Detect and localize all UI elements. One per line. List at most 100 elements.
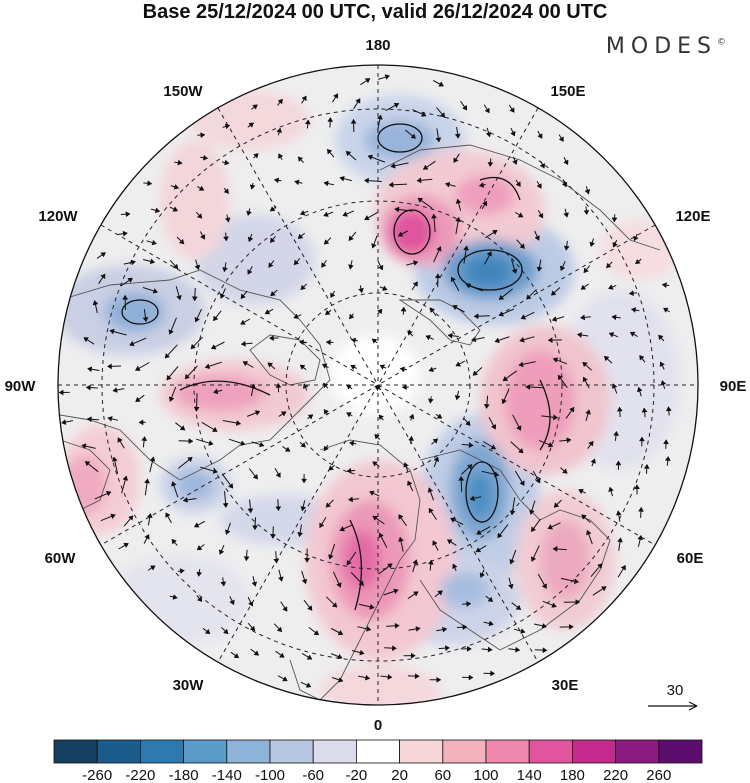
wind-arrow-head xyxy=(573,578,580,585)
contour xyxy=(539,379,551,451)
wind-arrow-head xyxy=(165,512,171,518)
wind-arrow-head xyxy=(486,251,492,257)
wind-arrow-head xyxy=(240,293,246,299)
logo-mark: © xyxy=(717,37,726,48)
anomaly-region xyxy=(320,665,440,705)
wind-arrow-head xyxy=(407,480,413,487)
wind-arrow-head xyxy=(510,130,516,137)
wind-arrow-head xyxy=(452,563,458,570)
wind-arrow-head xyxy=(297,233,304,239)
wind-arrow-head xyxy=(284,446,291,452)
wind-arrow-head xyxy=(551,290,557,296)
wind-arrow-head xyxy=(439,112,446,118)
wind-arrow-head xyxy=(130,259,136,266)
wind-arrow-head xyxy=(422,164,429,170)
wind-arrow-head xyxy=(243,556,250,562)
wind-arrow-head xyxy=(379,364,386,370)
wind-arrow-head xyxy=(233,652,240,659)
wind-arrow-head xyxy=(611,217,618,223)
wind-arrow-head xyxy=(589,241,596,247)
wind-arrow-head xyxy=(249,625,256,632)
anomaly-core xyxy=(540,520,590,600)
wind-arrow-head xyxy=(224,529,231,535)
wind-arrow-head xyxy=(92,300,99,306)
wind-arrow-head xyxy=(171,481,177,487)
wind-arrow-head xyxy=(578,488,584,495)
wind-arrow-head xyxy=(377,114,383,120)
wind-arrow-head xyxy=(538,212,544,219)
wind-arrow-head xyxy=(519,243,525,249)
anomaly-core xyxy=(177,471,213,499)
wind-arrow-head xyxy=(630,307,637,313)
wind-arrow-head xyxy=(321,262,327,268)
wind-arrow-head xyxy=(240,440,246,446)
wind-arrow-head xyxy=(581,514,587,520)
wind-arrow-head xyxy=(304,558,311,563)
wind-arrow-head xyxy=(387,673,393,680)
wind-arrow-head xyxy=(224,217,231,223)
wind-arrow-head xyxy=(437,590,443,596)
colorbar-label: 260 xyxy=(646,767,671,783)
meridian-label-90e: 90E xyxy=(720,378,747,395)
wind-arrow-head xyxy=(484,107,490,114)
wind-arrow-head xyxy=(254,410,261,416)
wind-arrow-head xyxy=(585,529,592,536)
wind-arrow-head xyxy=(332,93,339,99)
wind-arrow-head xyxy=(306,654,313,660)
wind-arrow-head xyxy=(109,328,115,335)
wind-arrow-head xyxy=(293,313,299,319)
wind-arrow-head xyxy=(638,436,645,442)
wind-arrow-head xyxy=(112,387,118,393)
wind-arrow-head xyxy=(487,162,494,167)
wind-arrow-head xyxy=(390,162,396,169)
wind-arrow-head xyxy=(387,563,393,569)
wind-arrow-head xyxy=(590,458,596,464)
wind-arrow-head xyxy=(462,624,468,631)
wind-arrow-head xyxy=(204,363,211,370)
wind-arrow-head xyxy=(212,468,218,474)
wind-arrow-head xyxy=(530,556,537,562)
wind-arrow-head xyxy=(122,230,128,237)
wind-arrow-head xyxy=(172,263,179,270)
wind-arrow-head xyxy=(193,406,200,412)
colorbar: -260 -220 -180 -140 -100 -60 -20 20 60 100 140 180 2… xyxy=(53,739,703,783)
wind-arrow-head xyxy=(529,509,535,515)
wind-arrow-head xyxy=(210,344,217,350)
wind-arrow-head xyxy=(346,467,352,474)
wind-arrow-head xyxy=(348,235,354,241)
wind-arrow-head xyxy=(190,343,196,350)
meridian-label-60w: 60W xyxy=(45,550,77,567)
wind-arrow-head xyxy=(350,364,356,371)
map-border xyxy=(57,64,699,706)
wind-arrow-head xyxy=(337,676,344,683)
wind-arrow-head xyxy=(427,398,434,404)
wind-arrow-head xyxy=(398,514,404,520)
wind-vectors xyxy=(58,74,672,688)
wind-arrow-head xyxy=(613,430,620,436)
contours xyxy=(121,123,551,611)
wind-arrow-head xyxy=(401,384,407,391)
wind-arrow-head xyxy=(584,189,591,195)
wind-arrow-head xyxy=(534,235,540,241)
meridian-label-120e: 120E xyxy=(675,208,710,225)
wind-arrow-head xyxy=(81,443,87,450)
wind-arrow-head xyxy=(557,374,564,381)
colorbar-label: -220 xyxy=(125,767,155,783)
wind-arrow-head xyxy=(129,340,135,347)
wind-arrow-head xyxy=(562,468,568,474)
wind-arrow-head xyxy=(661,282,667,289)
wind-arrow-head xyxy=(355,98,361,104)
wind-arrow-head xyxy=(410,133,416,139)
wind-arrow-head xyxy=(575,599,581,606)
wind-arrow-head xyxy=(531,526,537,532)
wind-arrow-head xyxy=(350,337,357,344)
wind-arrow-head xyxy=(149,456,156,462)
wind-arrow-head xyxy=(493,471,500,478)
anomaly-core xyxy=(344,530,380,590)
wind-arrow-head xyxy=(199,234,206,240)
wind-arrow-head xyxy=(250,383,256,389)
wind-arrow-head xyxy=(196,571,203,577)
wind-arrow-head xyxy=(552,357,559,363)
contour xyxy=(457,249,523,291)
wind-arrow-head xyxy=(518,361,524,368)
